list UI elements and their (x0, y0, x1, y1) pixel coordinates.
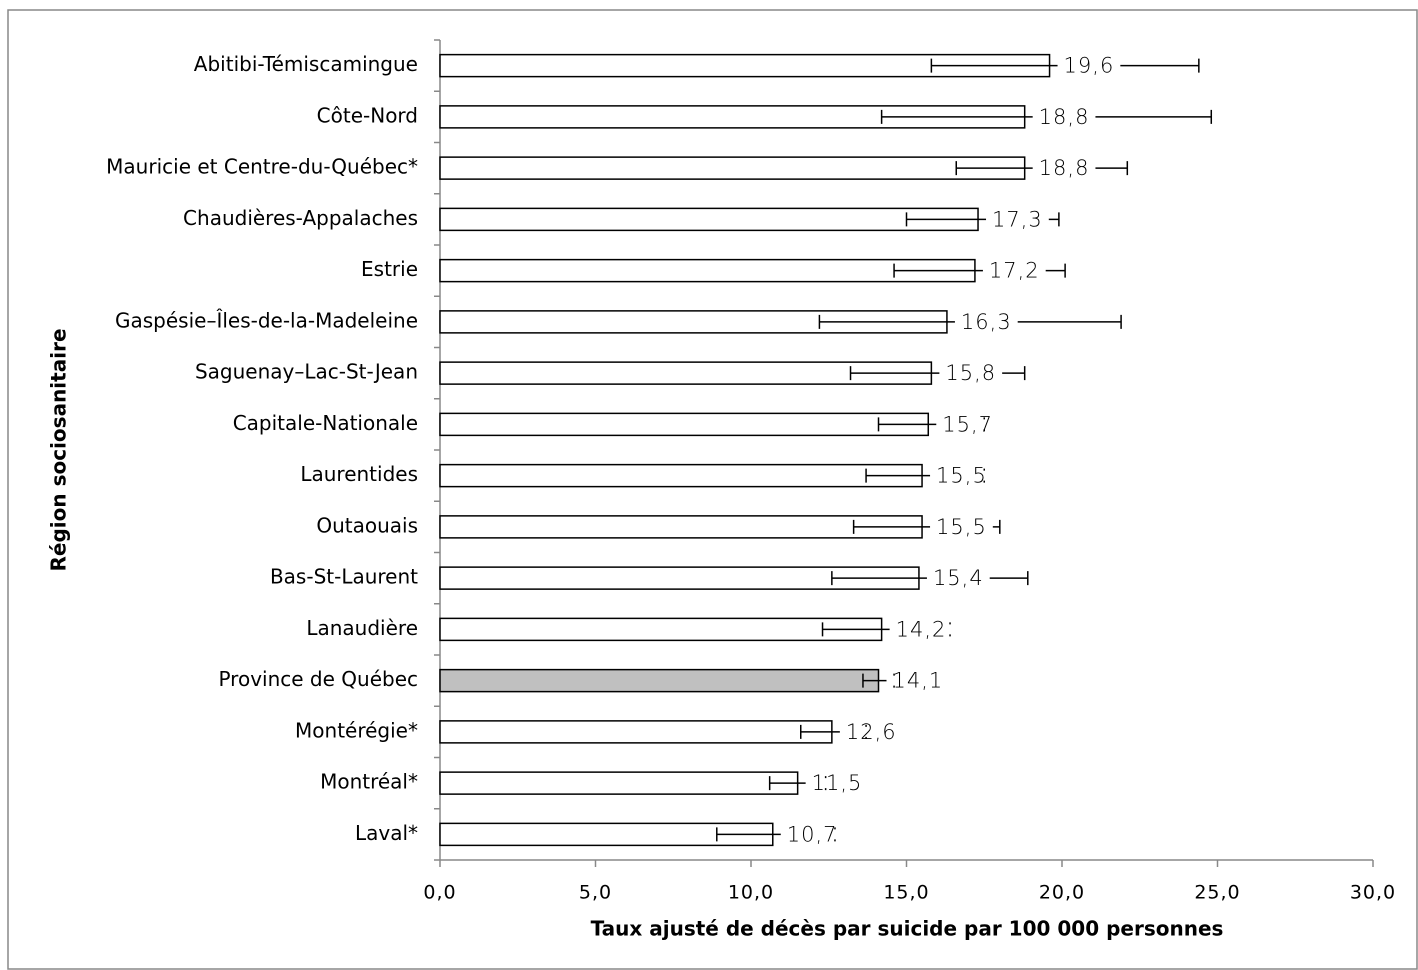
label-background (939, 368, 1003, 379)
label-background (930, 470, 993, 481)
y-tick-label: Chaudières-Appalaches (183, 206, 418, 230)
label-background (839, 726, 903, 737)
y-tick-label: Montérégie* (295, 718, 418, 742)
label-background (805, 778, 869, 789)
bar (439, 463, 923, 488)
value-label: 14,2 (896, 617, 947, 641)
label-background (1032, 163, 1096, 174)
value-label: 18,8 (1039, 105, 1090, 129)
y-tick-label: Lanaudière (306, 616, 418, 640)
x-tick-label: 20,0 (1039, 882, 1085, 904)
label-background (889, 624, 953, 635)
bar (439, 668, 880, 693)
x-tick-label: 0,0 (423, 882, 456, 904)
value-label: 19,6 (1064, 54, 1115, 78)
bar (439, 412, 930, 437)
x-tick-label: 30,0 (1350, 882, 1396, 904)
y-tick-label: Côte-Nord (317, 103, 418, 127)
y-tick-label: Capitale-Nationale (233, 411, 418, 435)
x-tick-label: 10,0 (728, 882, 774, 904)
y-tick-label: Laurentides (300, 462, 418, 486)
x-tick-label: 15,0 (883, 882, 929, 904)
value-label: 15,4 (933, 566, 984, 590)
x-axis-title: Taux ajusté de décès par suicide par 100… (591, 917, 1224, 941)
label-background (982, 265, 1046, 276)
label-background (954, 316, 1018, 327)
y-tick-label: Saguenay–Lac-St-Jean (195, 360, 418, 384)
bar (439, 771, 799, 795)
bar (439, 617, 883, 642)
value-label: 14,1 (893, 669, 944, 693)
label-background (986, 214, 1049, 225)
label-background (886, 675, 950, 686)
value-label: 15,8 (945, 361, 996, 385)
value-label: 15,5 (936, 515, 987, 539)
value-label: 18,8 (1039, 156, 1090, 180)
y-tick-label: Estrie (361, 257, 418, 281)
value-label: 17,2 (989, 259, 1040, 283)
value-label: 15,7 (942, 412, 993, 436)
y-tick-label: Laval* (355, 821, 418, 845)
value-label: 11,5 (812, 771, 863, 795)
label-background (780, 829, 844, 840)
bar (439, 720, 833, 744)
bar (439, 156, 1026, 180)
label-background (926, 573, 990, 584)
y-tick-label: Outaouais (316, 513, 418, 537)
value-label: 10,7 (787, 822, 838, 846)
value-label: 16,3 (961, 310, 1012, 334)
bar (439, 515, 923, 539)
y-tick-label: Abitibi-Témiscamingue (194, 52, 418, 76)
x-tick-label: 5,0 (579, 882, 612, 904)
y-axis-title: Région sociosanitaire (47, 328, 71, 571)
bar (439, 207, 979, 232)
label-background (1057, 60, 1121, 71)
value-label: 17,3 (992, 207, 1043, 231)
y-tick-label: Gaspésie–Îles-de-la-Madeleine (115, 308, 418, 332)
value-label: 12,6 (846, 720, 897, 744)
label-background (936, 419, 1000, 430)
y-tick-label: Bas-St-Laurent (270, 565, 418, 589)
y-tick-label: Province de Québec (218, 667, 418, 691)
x-tick-label: 25,0 (1194, 882, 1240, 904)
y-tick-label: Montréal* (320, 770, 418, 794)
value-label: 15,5 (936, 464, 987, 488)
label-background (930, 521, 993, 532)
label-background (1032, 111, 1096, 122)
y-tick-label: Mauricie et Centre-du-Québec* (106, 155, 418, 179)
